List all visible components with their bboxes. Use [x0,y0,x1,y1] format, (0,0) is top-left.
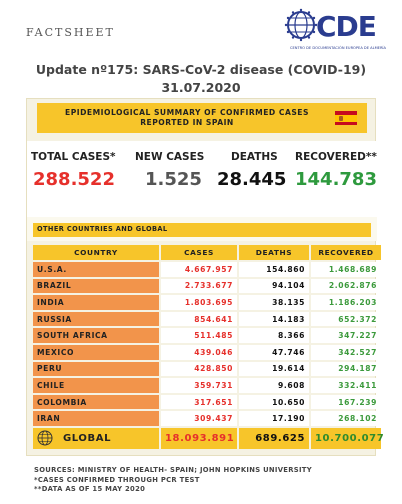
page-date: 31.07.2020 [161,80,241,95]
table-row: COLOMBIA 317.651 10.650 167.239 [33,394,381,410]
recovered-cell: 652.372 [311,311,381,327]
recovered-cell: 342.527 [311,344,381,360]
logo-text: CDE [316,10,377,43]
cde-logo: CDE CENTRO DE DOCUMENTACIÓN EUROPEA DE A… [284,8,392,58]
country-cell: MEXICO [33,344,159,360]
eu-stars-globe-icon [284,8,318,42]
table-row: BRAZIL 2.733.677 94.104 2.062.876 [33,278,381,294]
cases-cell: 1.803.695 [161,295,237,310]
global-deaths: 689.625 [239,427,309,449]
spain-stats: TOTAL CASES* 288.522 NEW CASES 1.525 DEA… [27,141,377,217]
spain-summary-heading-line2: REPORTED IN SPAIN [140,118,234,127]
column-header-cases: CASES [161,245,237,260]
total-cases-value: 288.522 [33,169,115,190]
deaths-cell: 38.135 [239,295,309,310]
cases-cell: 511.485 [161,328,237,343]
global-recovered: 10.700.077 [311,427,384,449]
deaths-cell: 47.746 [239,344,309,360]
cases-cell: 439.046 [161,344,237,360]
sources-note: SOURCES: MINISTRY OF HEALTH- SPAIN; JOHN… [34,466,312,474]
column-header-recovered: RECOVERED [311,245,381,260]
country-cell: BRAZIL [33,278,159,294]
country-cell: INDIA [33,295,159,310]
deaths-cell: 10.650 [239,394,309,410]
page-title: Update nº175: SARS-CoV-2 disease (COVID-… [35,62,367,77]
recovered-cell: 1.468.689 [311,262,381,277]
spain-flag-icon [335,111,357,125]
data-date-note: **DATA AS OF 15 MAY 2020 [34,485,146,493]
new-cases-value: 1.525 [145,169,202,190]
cases-cell: 359.731 [161,378,237,393]
recovered-cell: 332.411 [311,378,381,393]
country-cell: SOUTH AFRICA [33,328,159,343]
country-rows: U.S.A. 4.667.957 154.860 1.468.689 BRAZIL 2.7… [33,262,381,426]
table-row: SOUTH AFRICA 511.485 8.366 347.227 [33,328,381,343]
cases-cell: 4.667.957 [161,262,237,277]
deaths-cell: 94.104 [239,278,309,294]
spain-summary-banner: EPIDEMIOLOGICAL SUMMARY OF CONFIRMED CAS… [37,103,367,133]
recovered-cell: 2.062.876 [311,278,381,294]
column-header-country: COUNTRY [33,245,159,260]
deaths-cell: 17.190 [239,411,309,426]
recovered-value: 144.783 [295,169,377,190]
total-cases-label: TOTAL CASES* [31,151,116,163]
cases-cell: 309.437 [161,411,237,426]
spain-summary-heading: EPIDEMIOLOGICAL SUMMARY OF CONFIRMED CAS… [37,108,337,128]
recovered-label: RECOVERED** [295,151,377,163]
country-cell: IRAN [33,411,159,426]
table-row: U.S.A. 4.667.957 154.860 1.468.689 [33,262,381,277]
cases-cell: 428.850 [161,361,237,377]
recovered-cell: 294.187 [311,361,381,377]
global-country-cell: GLOBAL [33,427,159,449]
deaths-value: 28.445 [217,169,287,190]
footnotes: SOURCES: MINISTRY OF HEALTH- SPAIN; JOHN… [34,466,312,495]
other-countries-heading: OTHER COUNTRIES AND GLOBAL [37,225,168,233]
global-cases: 18.093.891 [161,427,237,449]
deaths-cell: 19.614 [239,361,309,377]
country-cell: COLOMBIA [33,394,159,410]
table-row: INDIA 1.803.695 38.135 1.186.203 [33,295,381,310]
country-cell: RUSSIA [33,311,159,327]
cases-cell: 2.733.677 [161,278,237,294]
deaths-cell: 14.183 [239,311,309,327]
country-cell: U.S.A. [33,262,159,277]
new-cases-label: NEW CASES [135,151,205,163]
recovered-cell: 1.186.203 [311,295,381,310]
spain-summary-heading-line1: EPIDEMIOLOGICAL SUMMARY OF CONFIRMED CAS… [65,108,309,117]
global-row: GLOBAL 18.093.891 689.625 10.700.077 [33,427,384,449]
column-header-deaths: DEATHS [239,245,309,260]
country-cell: CHILE [33,378,159,393]
deaths-label: DEATHS [231,151,278,163]
pcr-note: *CASES CONFIRMED THROUGH PCR TEST [34,475,200,484]
table-row: IRAN 309.437 17.190 268.102 [33,411,381,426]
countries-table: COUNTRY CASES DEATHS RECOVERED U.S.A. 4.6… [31,243,384,451]
other-countries-banner: OTHER COUNTRIES AND GLOBAL [33,223,371,237]
factsheet-label: FACTSHEET [26,26,115,39]
recovered-cell: 167.239 [311,394,381,410]
summary-panel: EPIDEMIOLOGICAL SUMMARY OF CONFIRMED CAS… [26,98,384,456]
recovered-cell: 347.227 [311,328,381,343]
deaths-cell: 8.366 [239,328,309,343]
globe-icon [37,430,53,446]
deaths-cell: 9.608 [239,378,309,393]
country-cell: PERU [33,361,159,377]
table-row: MEXICO 439.046 47.746 342.527 [33,344,381,360]
global-label: GLOBAL [63,432,112,444]
logo-subtitle: CENTRO DE DOCUMENTACIÓN EUROPEA DE ALMER… [290,46,386,50]
table-row: CHILE 359.731 9.608 332.411 [33,378,381,393]
table-header-row: COUNTRY CASES DEATHS RECOVERED [33,245,381,260]
table-row: RUSSIA 854.641 14.183 652.372 [33,311,381,327]
cases-cell: 317.651 [161,394,237,410]
deaths-cell: 154.860 [239,262,309,277]
cases-cell: 854.641 [161,311,237,327]
recovered-cell: 268.102 [311,411,381,426]
table-row: PERU 428.850 19.614 294.187 [33,361,381,377]
